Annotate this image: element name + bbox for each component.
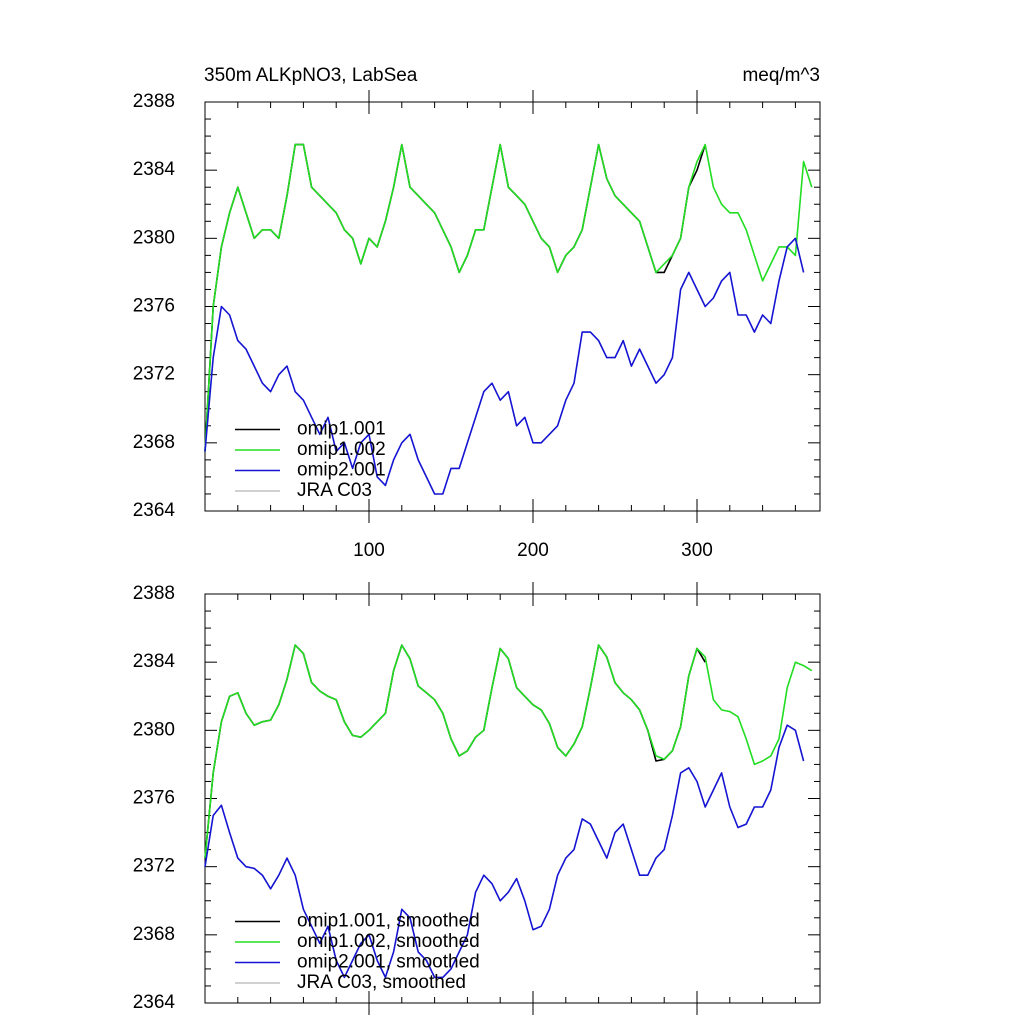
y-tick-label: 2376 bbox=[133, 296, 175, 317]
y-tick-label: 2364 bbox=[133, 500, 176, 521]
legend-label: JRA C03, smoothed bbox=[297, 972, 466, 993]
legend-label: omip1.001 bbox=[297, 419, 386, 440]
y-tick-label: 2384 bbox=[133, 651, 176, 672]
x-tick-label: 100 bbox=[353, 540, 385, 561]
legend-label: omip1.002 bbox=[297, 439, 386, 460]
y-tick-label: 2380 bbox=[133, 719, 175, 740]
y-tick-label: 2388 bbox=[133, 91, 175, 112]
series-line bbox=[204, 143, 813, 452]
y-tick-label: 2380 bbox=[133, 227, 175, 248]
x-tick-label: 200 bbox=[517, 540, 549, 561]
y-tick-label: 2372 bbox=[133, 364, 175, 385]
y-tick-label: 2376 bbox=[133, 788, 175, 809]
y-tick-label: 2364 bbox=[133, 992, 176, 1013]
series-line bbox=[204, 644, 813, 859]
y-tick-label: 2372 bbox=[133, 856, 175, 877]
units-label: meq/m^3 bbox=[742, 65, 820, 86]
y-tick-label: 2368 bbox=[133, 432, 175, 453]
legend-label: omip2.001, smoothed bbox=[297, 952, 480, 973]
series-line bbox=[204, 724, 805, 979]
legend-label: omip1.002, smoothed bbox=[297, 931, 480, 952]
legend-label: omip1.001, smoothed bbox=[297, 911, 480, 932]
y-tick-label: 2368 bbox=[133, 924, 175, 945]
legend-label: omip2.001 bbox=[297, 460, 386, 481]
chart-title: 350m ALKpNO3, LabSea bbox=[204, 65, 418, 86]
legend-label: JRA C03 bbox=[297, 480, 372, 501]
y-tick-label: 2384 bbox=[133, 159, 176, 180]
y-tick-label: 2388 bbox=[133, 583, 175, 604]
x-tick-label: 300 bbox=[681, 540, 713, 561]
series-line bbox=[204, 237, 805, 495]
